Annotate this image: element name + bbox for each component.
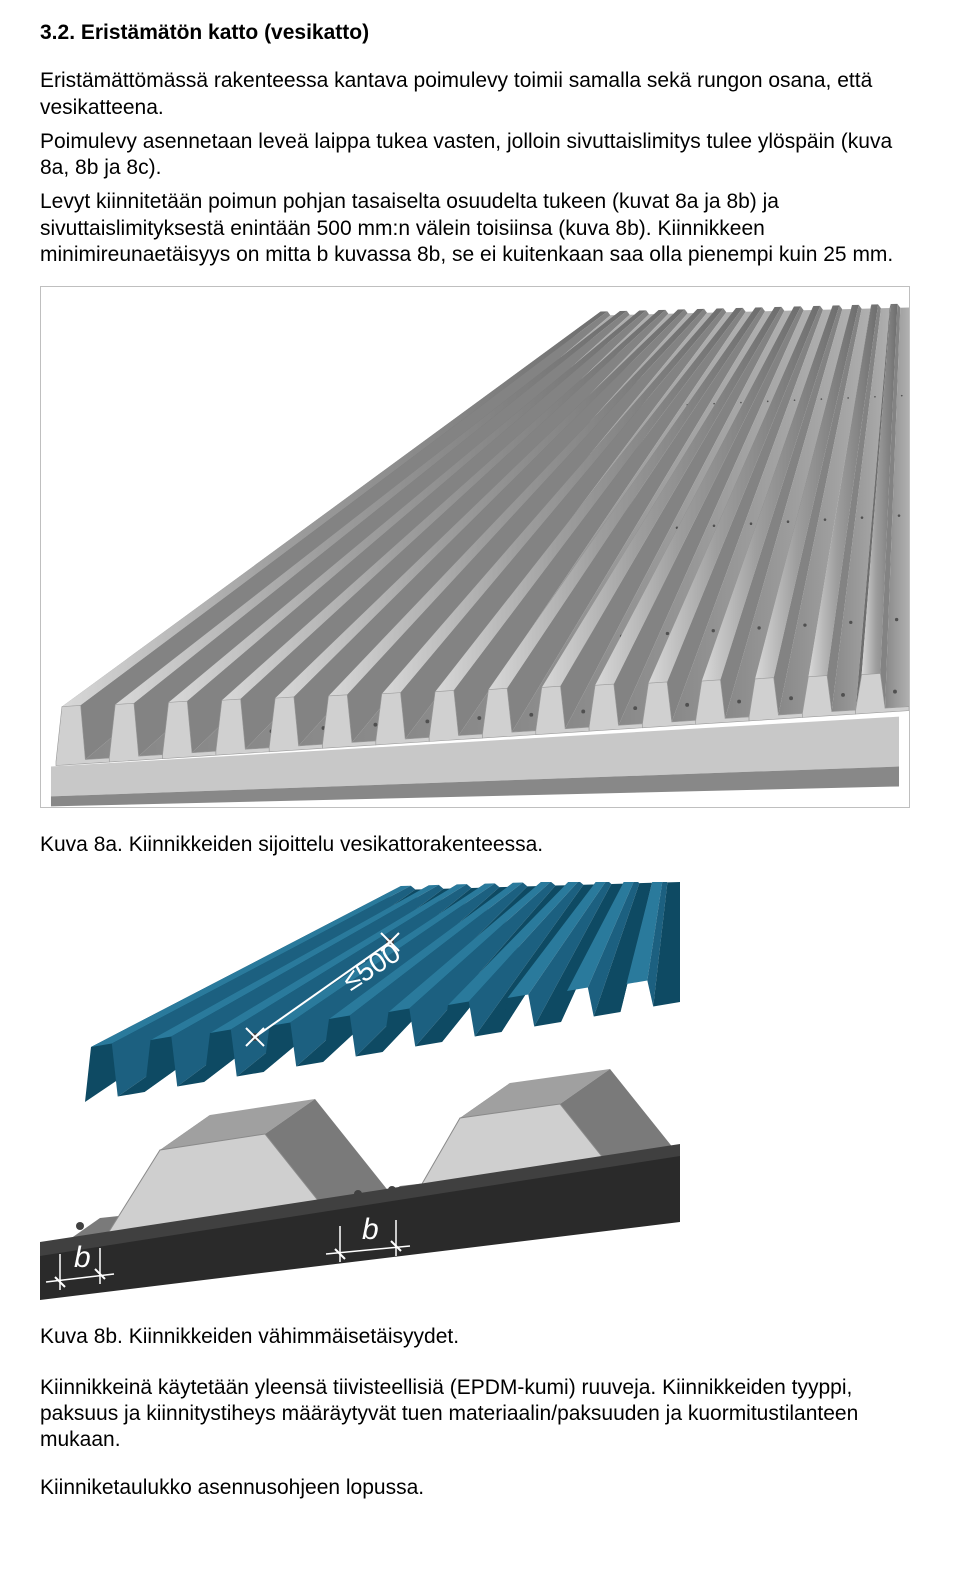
caption-8b: Kuva 8b. Kiinnikkeiden vähimmäisetäisyyd… bbox=[40, 1324, 920, 1350]
figure-8b: ≤500bb bbox=[40, 882, 680, 1300]
svg-text:b: b bbox=[74, 1241, 91, 1274]
paragraph-2: Poimulevy asennetaan leveä laippa tukea … bbox=[40, 129, 920, 182]
caption-8a: Kuva 8a. Kiinnikkeiden sijoittelu vesika… bbox=[40, 832, 920, 858]
paragraph-1: Eristämättömässä rakenteessa kantava poi… bbox=[40, 68, 920, 121]
paragraph-5: Kiinniketaulukko asennusohjeen lopussa. bbox=[40, 1475, 920, 1501]
svg-text:b: b bbox=[362, 1213, 379, 1246]
figure-8a bbox=[40, 286, 910, 808]
paragraph-3: Levyt kiinnitetään poimun pohjan tasaise… bbox=[40, 189, 920, 268]
section-heading: 3.2. Eristämätön katto (vesikatto) bbox=[40, 20, 920, 46]
paragraph-4: Kiinnikkeinä käytetään yleensä tiivistee… bbox=[40, 1375, 920, 1454]
